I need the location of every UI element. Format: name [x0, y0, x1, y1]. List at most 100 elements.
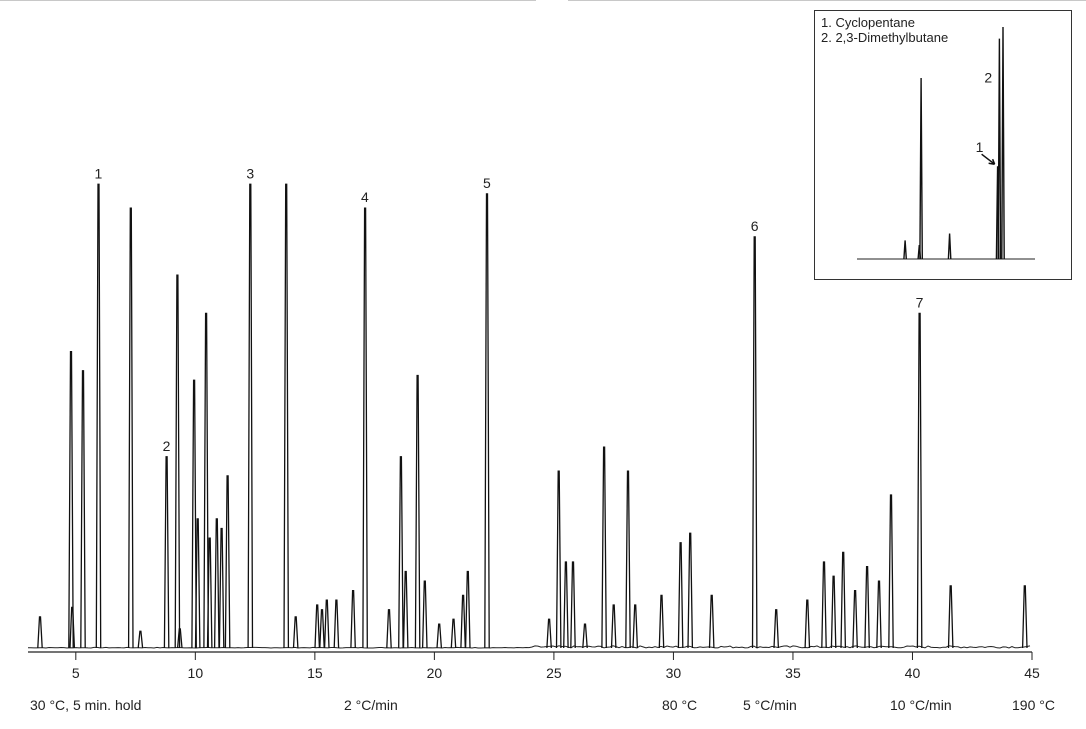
chromatogram-peak — [323, 599, 330, 649]
chromatogram-peak — [398, 456, 404, 649]
chromatogram-peak — [292, 616, 299, 649]
chromatogram-peak — [464, 570, 471, 649]
peak-number-label: 6 — [751, 218, 759, 234]
x-tick-group: 5 10 15 20 25 30 35 40 45 — [72, 652, 1040, 681]
chromatogram-trace-group — [28, 183, 1031, 649]
chromatogram-peak — [176, 628, 183, 649]
inset-peak-label: 2 — [984, 70, 992, 86]
chromatogram-peak — [582, 623, 588, 649]
chromatogram-peak — [203, 312, 209, 649]
chromatogram-peak — [563, 561, 569, 649]
chromatogram-peak — [95, 183, 102, 649]
x-tick-label: 40 — [905, 665, 921, 681]
chromatogram-peak — [319, 609, 325, 649]
chromatogram-peak — [460, 594, 466, 649]
x-tick-label: 25 — [546, 665, 562, 681]
chromatogram-peak — [610, 604, 617, 649]
chromatogram-peak — [333, 599, 340, 649]
program-label-rate-2: 5 °C/min — [743, 697, 797, 713]
chromatogram-peak — [191, 379, 197, 649]
inset-legend: 1. Cyclopentane 2. 2,3-Dimethylbutane — [821, 15, 948, 45]
x-tick-label: 15 — [307, 665, 323, 681]
chromatogram-peak — [708, 594, 715, 649]
top-border-left — [0, 0, 536, 1]
chromatogram-peak — [163, 456, 170, 649]
inset-peak-label: 1 — [976, 139, 984, 155]
chromatogram-peak — [751, 236, 758, 649]
chromatogram-peak — [677, 542, 684, 649]
chromatogram-peak — [386, 609, 392, 649]
chromatogram-peak — [194, 518, 201, 649]
chromatogram-peak — [414, 374, 421, 649]
chromatogram-peak — [402, 570, 409, 649]
x-tick-label: 30 — [666, 665, 682, 681]
peak-number-label: 2 — [163, 438, 171, 454]
chromatogram-peak — [206, 537, 213, 649]
program-label-initial: 30 °C, 5 min. hold — [30, 697, 142, 713]
inset-peak — [947, 233, 952, 260]
chromatogram-peak — [436, 623, 443, 649]
chromatogram-peak — [830, 575, 837, 649]
chromatogram-peak — [137, 630, 144, 649]
chromatogram-peak — [625, 470, 631, 649]
chromatogram-peak — [350, 589, 356, 649]
chromatogram-peak — [283, 183, 290, 649]
program-label-temp-1: 80 °C — [662, 697, 698, 713]
top-border-right — [568, 0, 1086, 1]
program-label-final: 190 °C — [1012, 697, 1055, 713]
chromatogram-peak — [852, 589, 858, 649]
inset-legend-item-1: 1. Cyclopentane — [821, 15, 915, 30]
chromatogram-peak — [174, 274, 181, 649]
chromatogram-peak — [1021, 585, 1028, 649]
peak-label-group: 1 2 3 4 5 6 7 — [95, 165, 924, 453]
chromatogram-peak — [450, 618, 457, 649]
chromatogram-peak — [213, 518, 220, 649]
inset-peak — [919, 77, 923, 260]
program-label-rate-1: 2 °C/min — [344, 697, 398, 713]
peak-number-label: 1 — [95, 165, 103, 181]
inset-peak — [903, 240, 907, 260]
x-tick-label: 5 — [72, 665, 80, 681]
chromatogram-peak — [632, 604, 639, 649]
chromatogram-peak — [916, 312, 923, 649]
chromatogram-peak — [555, 470, 562, 649]
chromatogram-peak — [314, 604, 321, 649]
chromatogram-peak — [68, 350, 74, 649]
chromatogram-peak — [773, 609, 780, 649]
chromatogram-peak — [484, 193, 490, 649]
chromatogram-peak — [876, 580, 882, 649]
chromatogram-peak — [362, 207, 368, 649]
inset-peak-label-group: 12 — [976, 70, 996, 165]
inset-peak — [997, 38, 1002, 260]
chromatogram-peak — [888, 494, 894, 649]
peak-number-label: 3 — [246, 165, 254, 181]
chromatogram-peak — [864, 566, 870, 649]
chromatogram-peak — [247, 183, 254, 649]
peak-number-label: 7 — [916, 294, 924, 310]
x-tick-label: 10 — [188, 665, 204, 681]
inset-legend-item-2: 2. 2,3-Dimethylbutane — [821, 30, 949, 45]
x-tick-label: 35 — [785, 665, 801, 681]
inset-trace-group — [857, 26, 1035, 260]
chromatogram-peak — [80, 370, 86, 649]
chromatogram-peak — [601, 446, 607, 649]
chromatogram-peak — [218, 527, 225, 649]
program-label-rate-3: 10 °C/min — [890, 697, 952, 713]
chromatogram-peak — [840, 551, 847, 649]
chromatogram-peak — [421, 580, 428, 649]
x-tick-label: 45 — [1024, 665, 1040, 681]
chromatogram-peak — [546, 618, 552, 649]
chromatogram-peak — [224, 475, 231, 649]
x-tick-label: 20 — [427, 665, 443, 681]
peak-number-label: 5 — [483, 175, 491, 191]
chromatogram-peak — [947, 585, 954, 649]
chromatogram-peak — [37, 616, 43, 649]
chromatogram-peak — [658, 594, 665, 649]
chromatogram-peak — [127, 207, 134, 649]
chromatogram-peak — [69, 606, 76, 649]
peak-number-label: 4 — [361, 189, 369, 205]
chromatogram-peak — [687, 532, 694, 649]
chromatogram-peak — [804, 599, 811, 649]
